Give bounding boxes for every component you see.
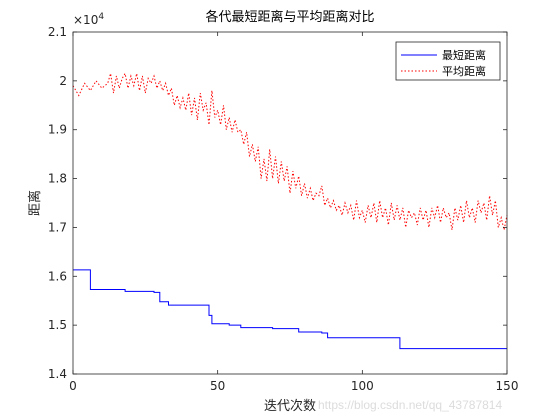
y-tick-label-0: 1.4 [48, 367, 67, 381]
legend-label-avg-distance: 平均距离 [442, 64, 486, 78]
y-tick-label-7: 2.1 [48, 25, 67, 39]
x-tick-label-0: 0 [69, 379, 77, 393]
x-tick-label-1: 50 [210, 379, 225, 393]
chart-title: 各代最短距离与平均距离对比 [205, 9, 374, 25]
watermark: https://blog.csdn.net/qq_43787814 [318, 398, 503, 412]
x-tick-label-3: 150 [496, 379, 519, 393]
y-tick-label-3: 1.7 [48, 220, 67, 234]
y-tick-label-6: 2 [59, 74, 67, 88]
y-tick-label-2: 1.6 [48, 269, 67, 283]
y-exponent-label: ×104 [73, 12, 104, 27]
y-axis-label: 距离 [27, 190, 43, 216]
series-line-min-distance [73, 269, 507, 350]
x-axis-label: 迭代次数 [264, 398, 316, 414]
ticks-layer: 0 50 100 150 1.4 1.5 1.6 1.7 1.8 1.9 2 2.1 [48, 25, 519, 393]
y-tick-label-1: 1.5 [48, 318, 67, 332]
plot-area [73, 32, 507, 374]
series-layer [72, 72, 508, 350]
y-tick-label-4: 1.8 [48, 172, 67, 186]
legend-box [395, 41, 501, 81]
y-tick-label-5: 1.9 [48, 123, 67, 137]
axes-box [72, 31, 508, 375]
x-tick-label-2: 100 [351, 379, 374, 393]
legend-label-min-distance: 最短距离 [442, 48, 486, 62]
y-exponent-base: ×10 [73, 13, 98, 27]
legend: 最短距离 平均距离 [395, 41, 501, 81]
y-exponent-power: 4 [98, 12, 104, 22]
